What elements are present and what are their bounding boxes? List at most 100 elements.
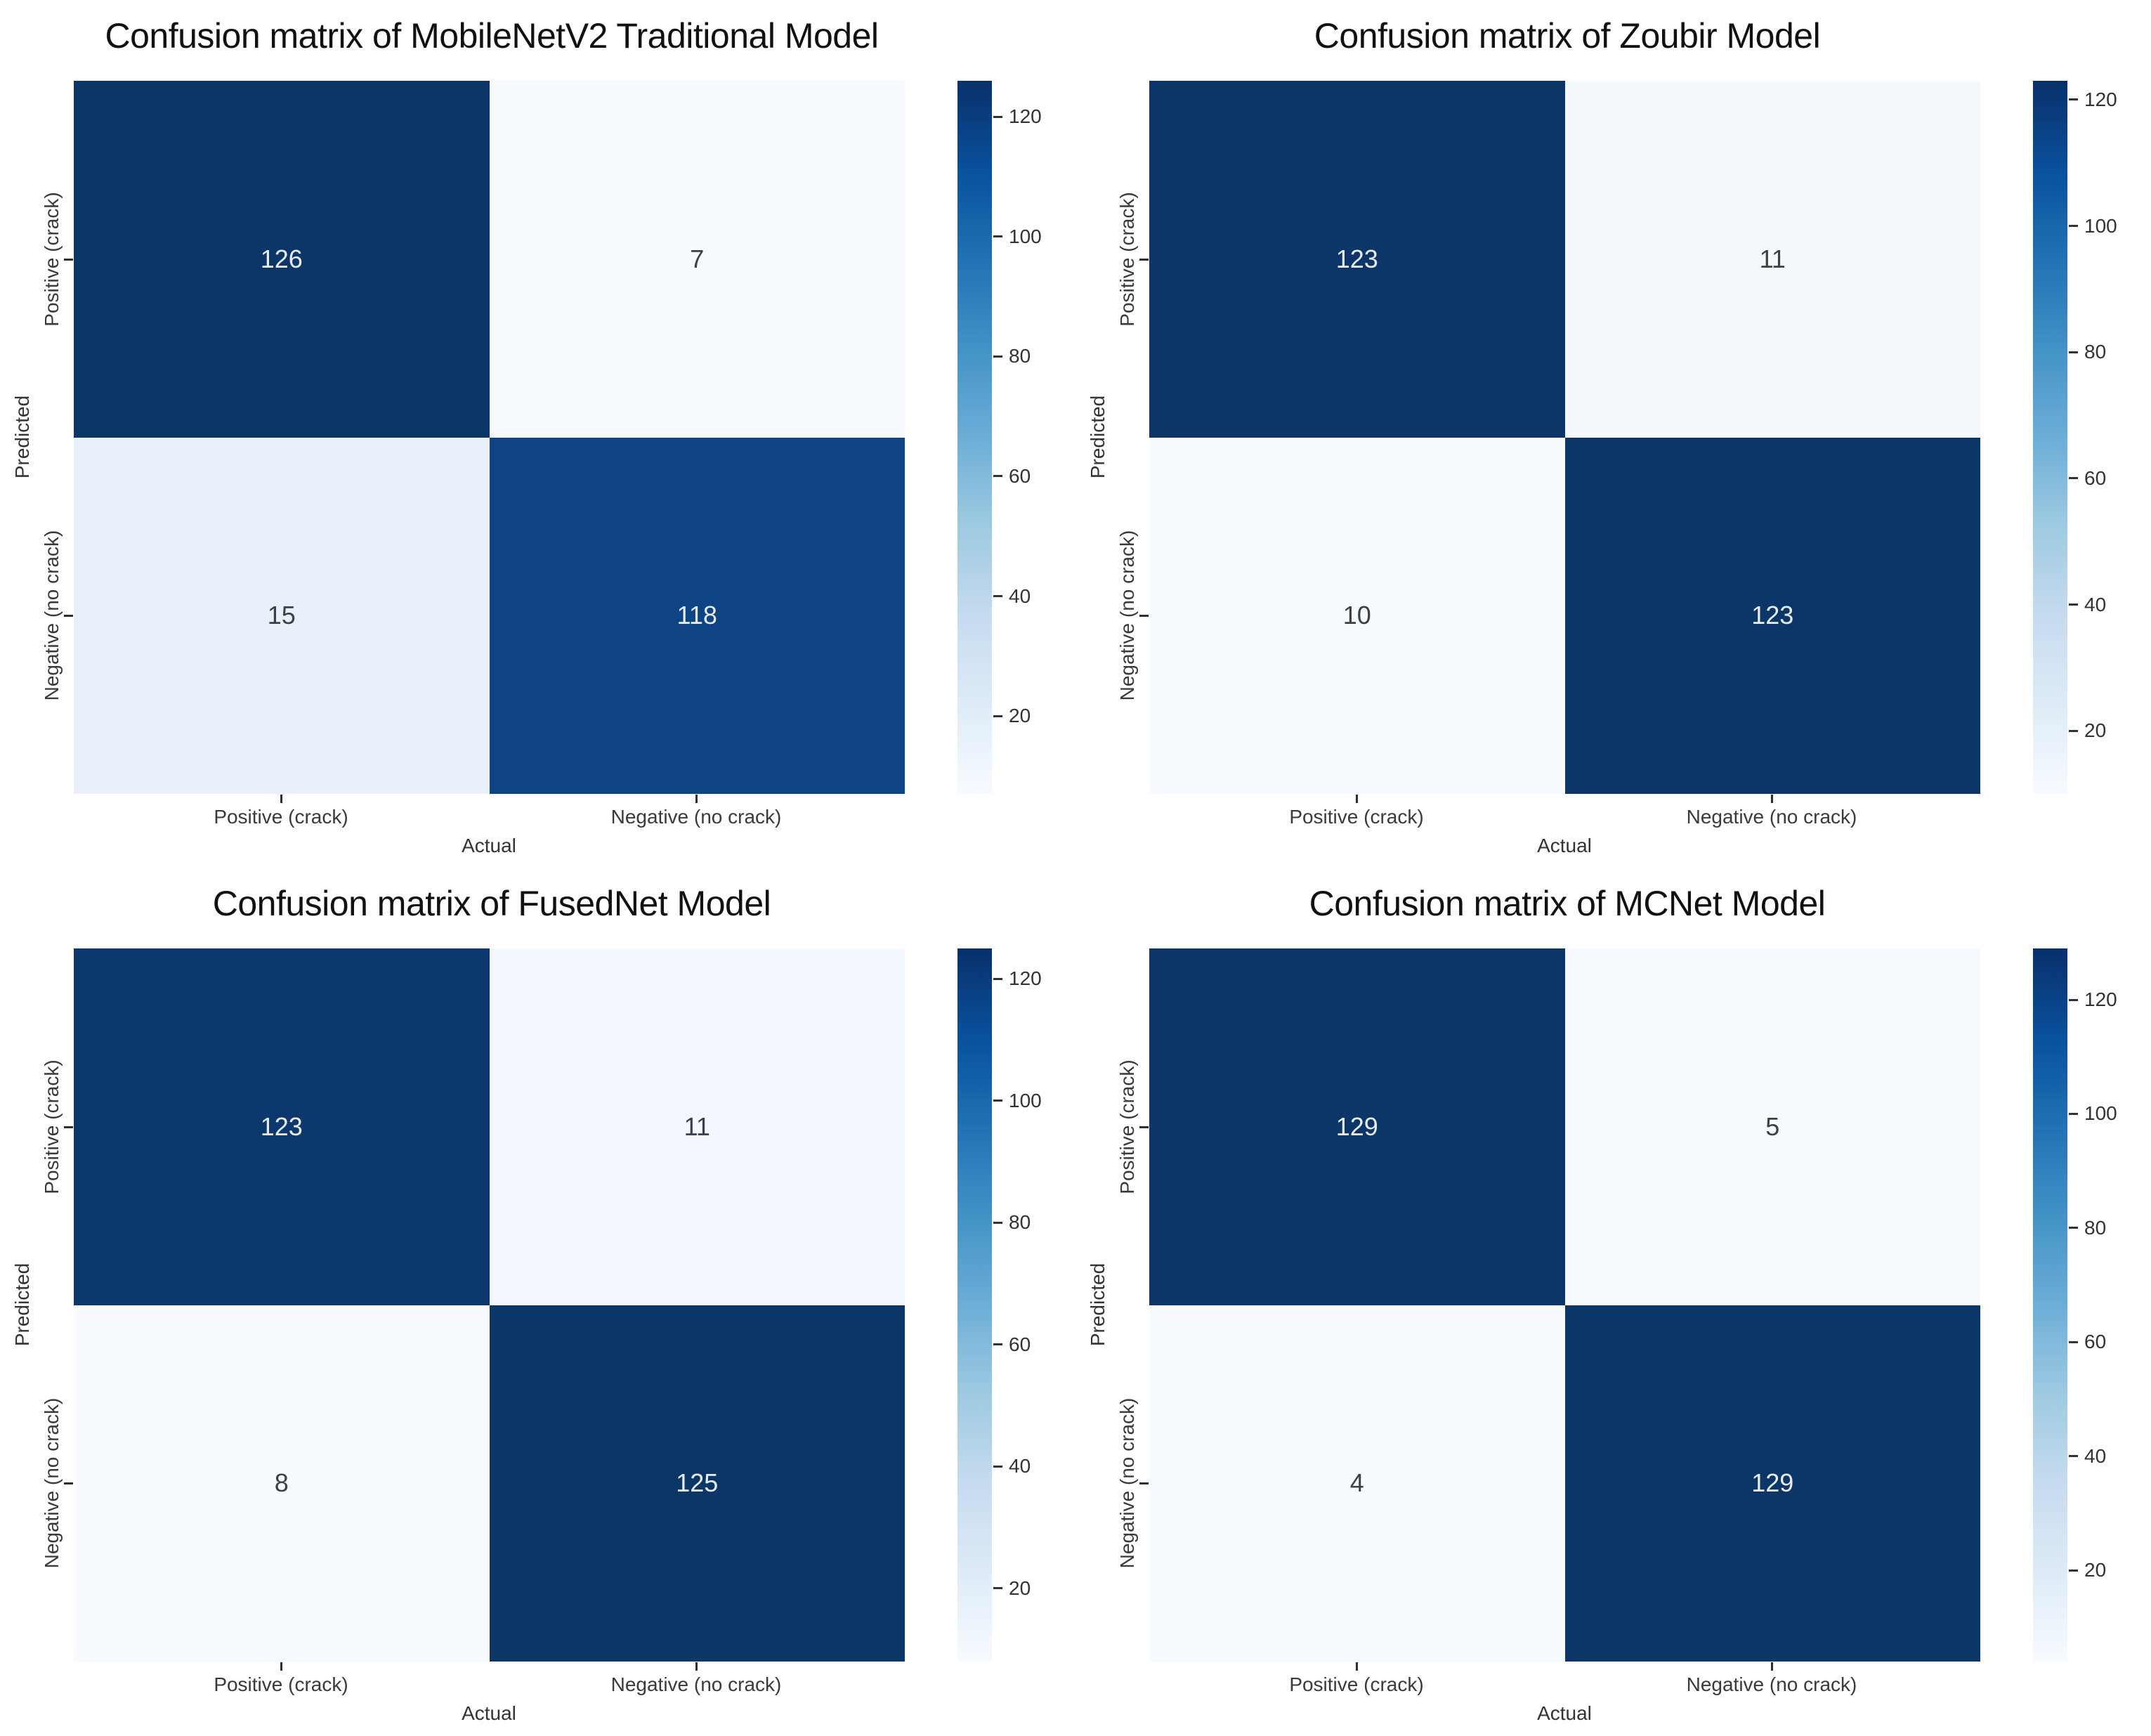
colorbar-tick-label: 120 [1009,967,1042,990]
colorbar-tick-mark [993,1465,1002,1468]
colorbar-tick-mark [2069,1340,2078,1343]
x-axis-tick [1356,795,1358,803]
y-tick-label-positive: Positive (crack) [1116,192,1138,327]
heatmap: 123 11 10 123 [1149,81,1980,794]
cell-value: 118 [676,601,717,630]
heatmap: 123 11 8 125 [74,948,905,1662]
colorbar-gradient [957,948,992,1662]
colorbar-tick-mark [993,475,1002,478]
colorbar-tick-mark [2069,98,2078,101]
x-axis-tick [1356,1662,1358,1671]
colorbar-tick: 60 [993,465,1031,488]
heatmap-cell: 7 [489,81,905,438]
colorbar-tick-mark [993,1587,1002,1590]
colorbar-tick-label: 80 [2084,1216,2107,1239]
colorbar-ticks: 20 40 60 80 100 120 [993,81,1074,794]
chart-title: Confusion matrix of Zoubir Model [1314,16,1821,56]
colorbar-tick-label: 60 [2084,1331,2107,1353]
heatmap-cell: 11 [489,948,905,1305]
heatmap-cell: 11 [1564,81,1980,438]
x-axis-tick [695,1662,698,1671]
y-tick-label-positive: Positive (crack) [1116,1059,1138,1194]
colorbar-tick-label: 20 [2084,719,2107,742]
x-tick-label-positive: Positive (crack) [214,806,348,828]
panel-mobilenetv2-traditional: Confusion matrix of MobileNetV2 Traditio… [0,0,1076,868]
x-axis-label: Actual [462,1702,516,1724]
colorbar-tick-mark [993,355,1002,358]
chart-title: Confusion matrix of MobileNetV2 Traditio… [105,16,879,56]
x-axis-label: Actual [1537,1702,1592,1724]
panel-mcnet: Confusion matrix of MCNet Model Predicte… [1076,868,2151,1736]
colorbar-tick-label: 60 [1009,464,1031,487]
y-axis-tick [1139,1482,1149,1484]
heatmap-cell: 15 [74,437,490,794]
x-tick-label-positive: Positive (crack) [1289,806,1424,828]
colorbar-tick-label: 20 [1009,705,1031,727]
chart-title: Confusion matrix of MCNet Model [1309,884,1826,923]
colorbar [957,948,992,1662]
cell-value: 123 [260,1111,303,1141]
y-axis-tick [1139,1126,1149,1128]
y-axis-label: Predicted [1087,395,1109,479]
colorbar-tick: 40 [2069,594,2106,616]
colorbar-tick: 120 [993,967,1042,990]
colorbar-gradient [2033,948,2067,1662]
cell-value: 129 [1751,1468,1794,1498]
cell-value: 126 [260,244,303,273]
colorbar-tick-label: 80 [1009,1211,1031,1234]
x-axis-label: Actual [462,835,516,856]
colorbar-tick: 40 [993,585,1031,608]
y-tick-label-negative: Negative (no crack) [41,1397,63,1569]
colorbar-tick: 60 [2069,1331,2106,1353]
x-tick-label-negative: Negative (no crack) [1686,1673,1857,1695]
colorbar-tick-mark [2069,729,2078,732]
x-tick-label-negative: Negative (no crack) [1686,806,1857,828]
cell-value: 5 [1765,1111,1780,1141]
colorbar-tick-mark [2069,477,2078,480]
colorbar-tick-label: 100 [2084,1102,2117,1125]
colorbar [2033,948,2067,1662]
colorbar-gradient [957,81,992,794]
cell-value: 7 [690,244,705,273]
heatmap-cell: 126 [74,81,490,438]
cell-value: 15 [267,601,296,630]
colorbar-tick-mark [2069,1569,2078,1572]
colorbar-tick: 20 [2069,719,2106,742]
colorbar-tick: 60 [993,1333,1031,1356]
colorbar-tick-label: 120 [2084,88,2117,110]
colorbar-tick-label: 100 [1009,1089,1042,1111]
colorbar-tick-label: 100 [1009,225,1042,247]
x-axis-tick [1771,795,1773,803]
colorbar-tick-label: 80 [1009,345,1031,367]
y-axis-tick [64,259,73,261]
colorbar-tick: 20 [993,1577,1031,1600]
colorbar-tick-label: 40 [2084,593,2107,615]
colorbar-tick-mark [2069,998,2078,1001]
heatmap-cell: 125 [489,1305,905,1662]
colorbar-tick: 20 [2069,1559,2106,1581]
colorbar-tick-label: 40 [1009,1455,1031,1477]
cell-value: 8 [274,1468,289,1498]
cell-value: 129 [1335,1111,1378,1141]
colorbar-tick: 80 [2069,341,2106,363]
colorbar-tick-label: 120 [2084,988,2117,1011]
colorbar-ticks: 20 40 60 80 100 120 [2069,948,2150,1662]
heatmap-cell: 123 [1149,81,1565,438]
colorbar-tick-mark [2069,1455,2078,1458]
cell-value: 125 [676,1468,719,1498]
heatmap-cell: 123 [1564,437,1980,794]
colorbar-tick: 120 [993,105,1042,128]
colorbar-tick: 120 [2069,89,2117,111]
y-tick-label-negative: Negative (no crack) [1116,1397,1138,1569]
heatmap-cell: 4 [1149,1305,1565,1662]
colorbar-tick-mark [993,1221,1002,1224]
cell-value: 123 [1335,244,1378,273]
colorbar-tick: 20 [993,705,1031,727]
y-axis-label: Predicted [11,1262,33,1347]
y-axis-tick [64,1482,73,1484]
colorbar-tick-mark [2069,603,2078,606]
heatmap: 129 5 4 129 [1149,948,1980,1662]
colorbar-tick-mark [993,977,1002,980]
colorbar-tick: 80 [993,1211,1031,1234]
